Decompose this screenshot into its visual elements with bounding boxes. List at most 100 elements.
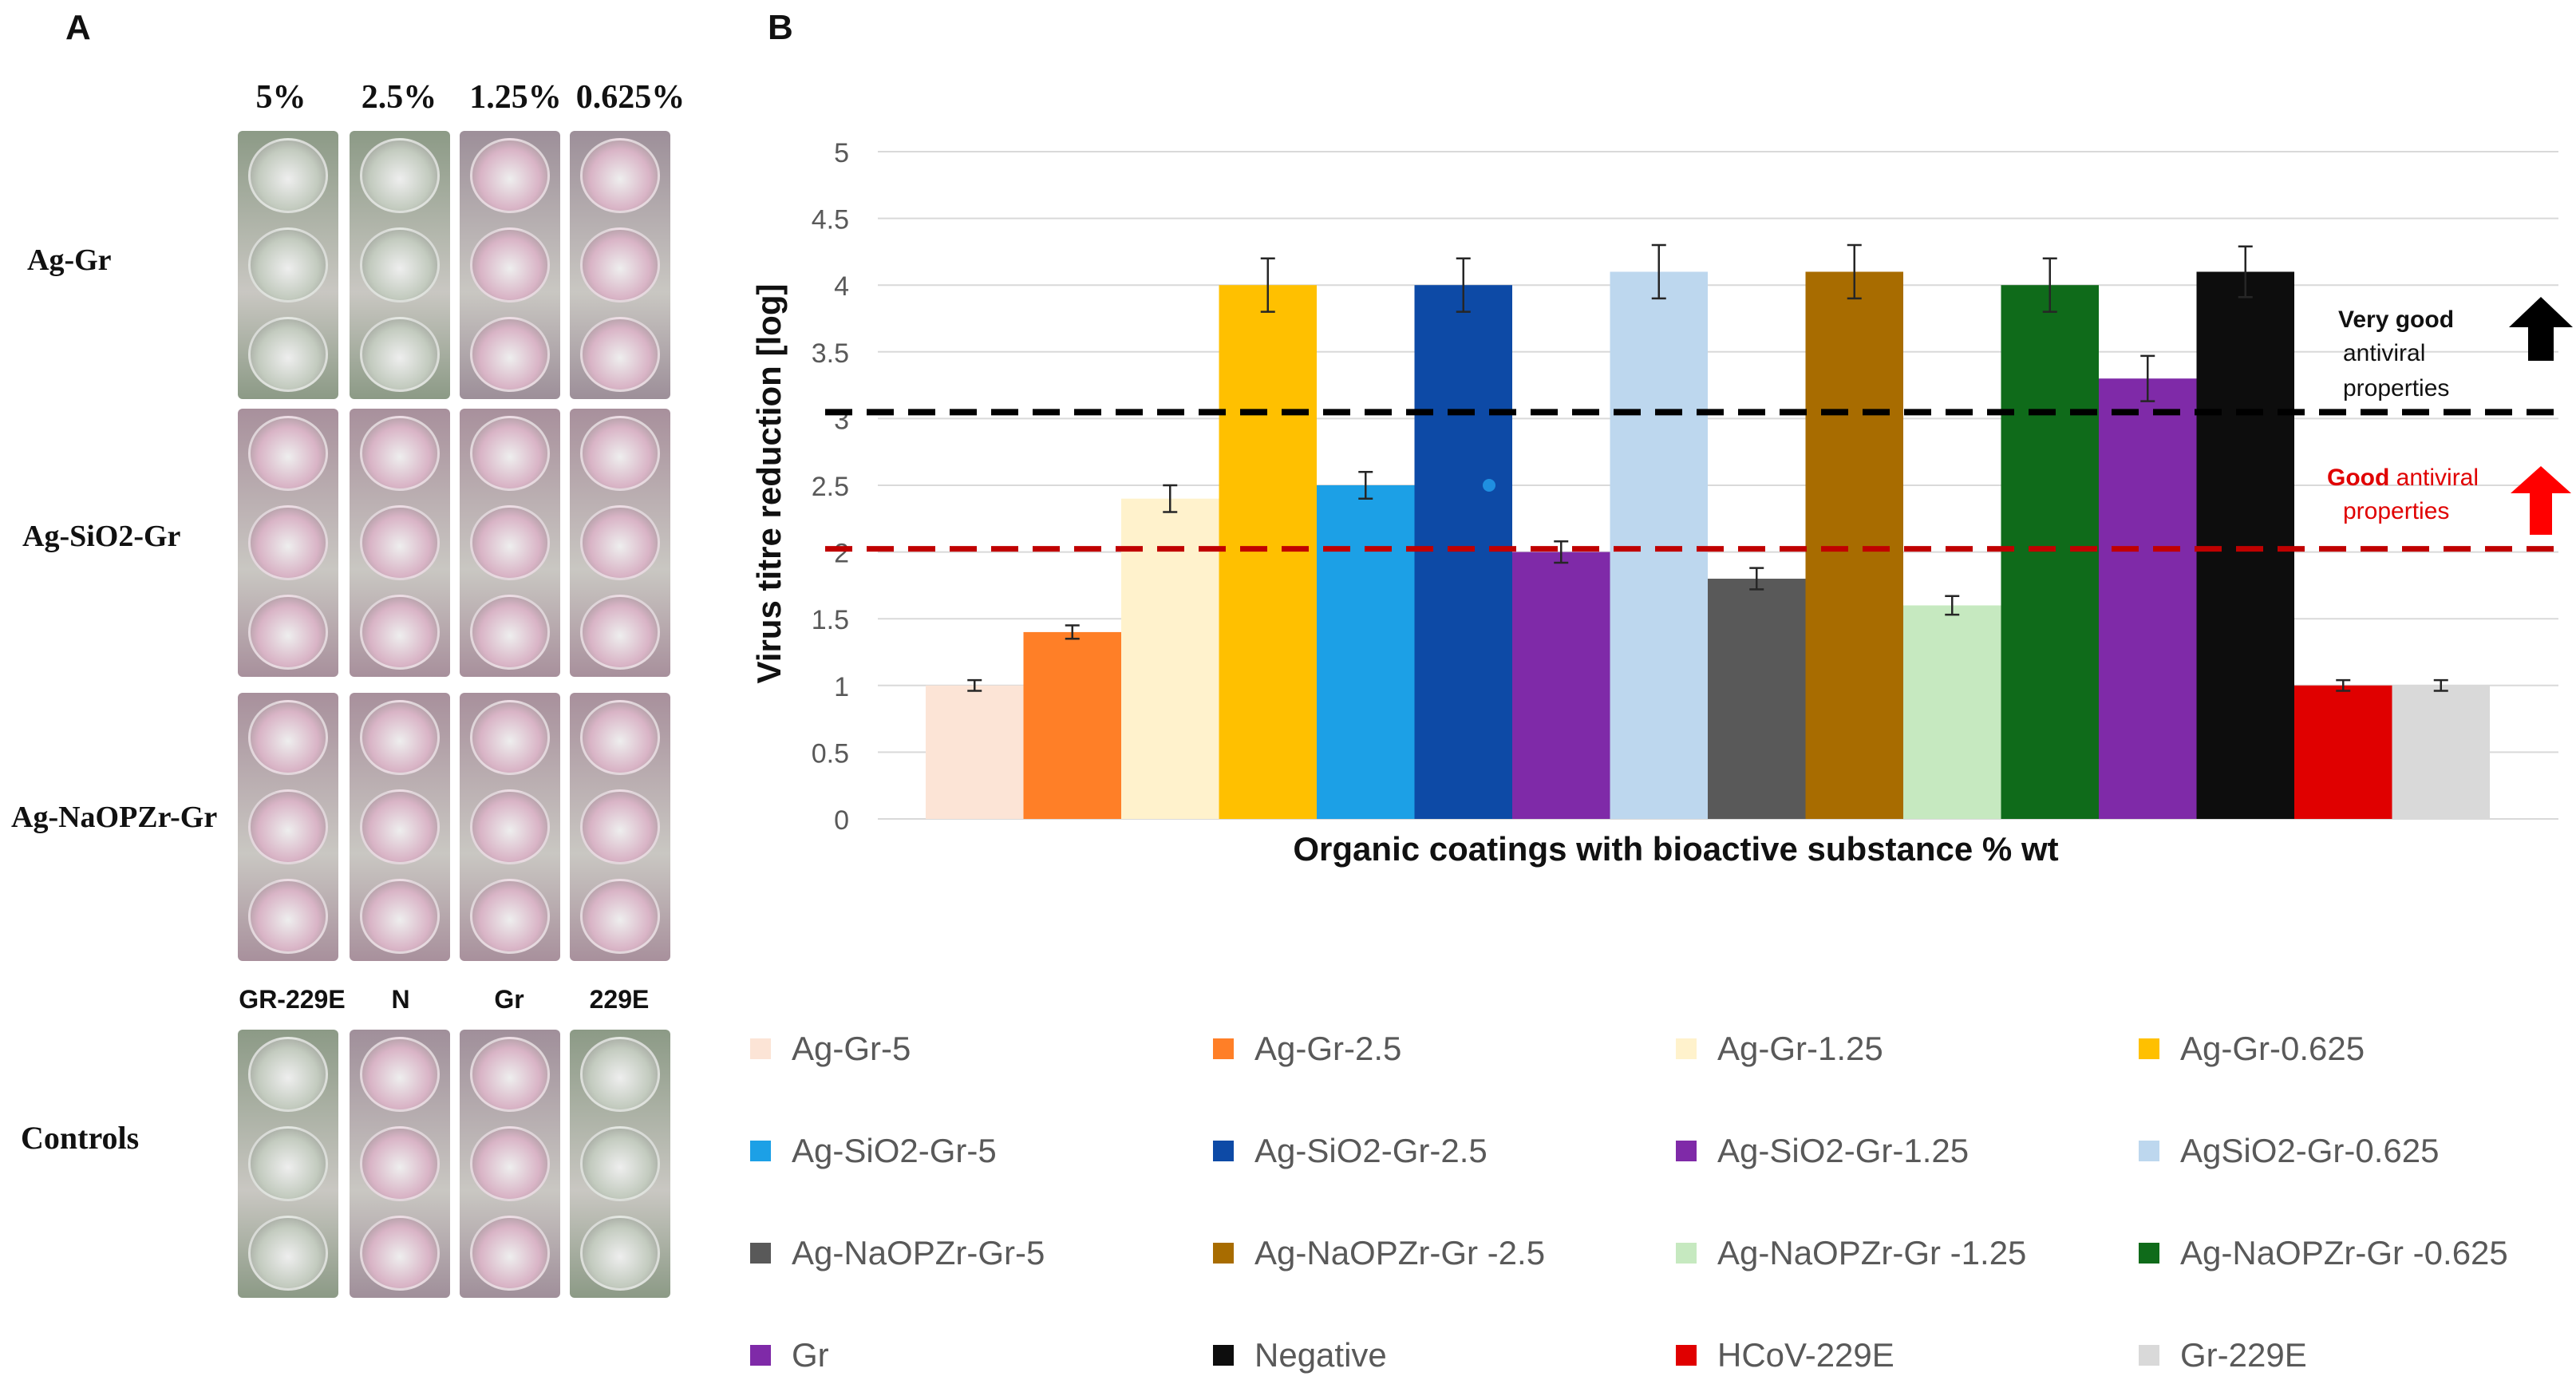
well-plate-image — [460, 693, 560, 961]
well — [469, 137, 551, 214]
very-good-properties-label: properties — [2343, 375, 2449, 401]
well — [579, 227, 661, 303]
legend-swatch — [1213, 1243, 1234, 1264]
y-axis-title: Virus titre reduction [log] — [750, 284, 788, 684]
legend-item: Ag-Gr-2.5 — [1213, 1030, 1401, 1068]
legend-swatch — [750, 1345, 771, 1366]
legend-label: Ag-Gr-0.625 — [2180, 1030, 2365, 1067]
legend-label: Ag-SiO2-Gr-1.25 — [1717, 1132, 1970, 1169]
well-plate-image — [238, 409, 338, 677]
legend-item: Ag-SiO2-Gr-5 — [750, 1132, 997, 1170]
well — [469, 1215, 551, 1291]
very-good-antiviral-label: antiviral — [2343, 340, 2425, 366]
legend-label: Ag-SiO2-Gr-5 — [792, 1132, 997, 1169]
concentration-label-5: 5% — [255, 79, 306, 116]
y-tick-label: 4.5 — [812, 205, 849, 235]
legend-label: Gr-229E — [2180, 1336, 2307, 1374]
legend-item: Ag-NaOPZr-Gr -0.625 — [2139, 1234, 2508, 1272]
legend-label: Ag-SiO2-Gr-2.5 — [1254, 1132, 1488, 1169]
bar-1 — [926, 685, 1024, 819]
bar-9 — [1708, 579, 1806, 819]
y-tick-label: 4 — [834, 271, 849, 302]
well — [359, 316, 441, 393]
good-properties-label: properties — [2343, 498, 2449, 524]
well — [359, 1125, 441, 1202]
y-tick-label: 2 — [834, 539, 849, 569]
well — [247, 699, 329, 776]
well — [469, 316, 551, 393]
legend-item: Gr-229E — [2139, 1336, 2307, 1374]
y-tick-label: 1 — [834, 672, 849, 702]
bar-5 — [1317, 485, 1415, 819]
legend-label: Ag-NaOPZr-Gr-5 — [792, 1234, 1045, 1271]
legend-swatch — [1213, 1141, 1234, 1161]
row-label-ag-sio2-gr: Ag-SiO2-Gr — [22, 520, 181, 553]
bar-7 — [1512, 552, 1610, 819]
well — [359, 699, 441, 776]
well — [469, 1125, 551, 1202]
y-tick-label: 5 — [834, 138, 849, 168]
y-tick-label: 0.5 — [812, 738, 849, 769]
well — [359, 1215, 441, 1291]
legend-label: Ag-Gr-5 — [792, 1030, 911, 1067]
legend-swatch — [750, 1038, 771, 1059]
well — [469, 594, 551, 670]
y-tick-label: 1.5 — [812, 605, 849, 635]
good-label: Good antiviral — [2327, 465, 2479, 491]
well — [359, 504, 441, 581]
well-plate-image — [350, 1030, 450, 1298]
legend-label: Ag-NaOPZr-Gr -2.5 — [1254, 1234, 1546, 1271]
well — [579, 699, 661, 776]
well — [469, 227, 551, 303]
bar-10 — [1805, 271, 1903, 820]
well — [359, 878, 441, 955]
well — [469, 415, 551, 492]
legend-item: Ag-Gr-1.25 — [1676, 1030, 1883, 1068]
legend-label: Ag-NaOPZr-Gr -1.25 — [1717, 1234, 2027, 1271]
bar-4 — [1219, 285, 1317, 819]
concentration-label-2-5: 2.5% — [361, 79, 437, 116]
bar-6 — [1414, 285, 1512, 819]
chart-legend: Ag-Gr-5 Ag-Gr-2.5 Ag-Gr-1.25 Ag-Gr-0.625 Ag-… — [750, 1030, 2570, 1381]
well — [469, 789, 551, 865]
legend-item: Ag-NaOPZr-Gr -1.25 — [1676, 1234, 2026, 1272]
legend-label: Negative — [1254, 1336, 1387, 1374]
very-good-arrow-icon — [2509, 297, 2573, 361]
well — [579, 878, 661, 955]
legend-swatch — [1676, 1038, 1697, 1059]
legend-item: Ag-SiO2-Gr-1.25 — [1676, 1132, 1969, 1170]
legend-item: Ag-SiO2-Gr-2.5 — [1213, 1132, 1488, 1170]
legend-swatch — [1676, 1141, 1697, 1161]
well-plate-image — [350, 693, 450, 961]
legend-label: Ag-Gr-1.25 — [1717, 1030, 1883, 1067]
well — [579, 316, 661, 393]
well — [469, 878, 551, 955]
panel-a-letter: A — [65, 8, 91, 47]
well — [247, 227, 329, 303]
well-plate-image — [460, 409, 560, 677]
well — [359, 789, 441, 865]
well-plate-image — [570, 1030, 670, 1298]
legend-swatch — [1213, 1345, 1234, 1366]
well — [247, 316, 329, 393]
well — [247, 1036, 329, 1113]
data-marker-dot — [1483, 479, 1495, 492]
bar-15 — [2294, 685, 2392, 819]
well-plate-image — [238, 693, 338, 961]
well-plate-image — [460, 131, 560, 399]
panel-b-letter: B — [768, 8, 793, 47]
legend-item: Ag-NaOPZr-Gr -2.5 — [1213, 1234, 1545, 1272]
bar-16 — [2392, 685, 2490, 819]
well — [359, 415, 441, 492]
bar-11 — [1903, 605, 2001, 819]
y-tick-label: 2.5 — [812, 472, 849, 502]
legend-item: HCoV-229E — [1676, 1336, 1894, 1374]
well — [247, 1125, 329, 1202]
legend-item: Ag-Gr-0.625 — [2139, 1030, 2365, 1068]
legend-swatch — [2139, 1038, 2159, 1059]
well — [469, 699, 551, 776]
well — [359, 1036, 441, 1113]
legend-label: Ag-Gr-2.5 — [1254, 1030, 1402, 1067]
y-tick-label: 0 — [834, 805, 849, 836]
